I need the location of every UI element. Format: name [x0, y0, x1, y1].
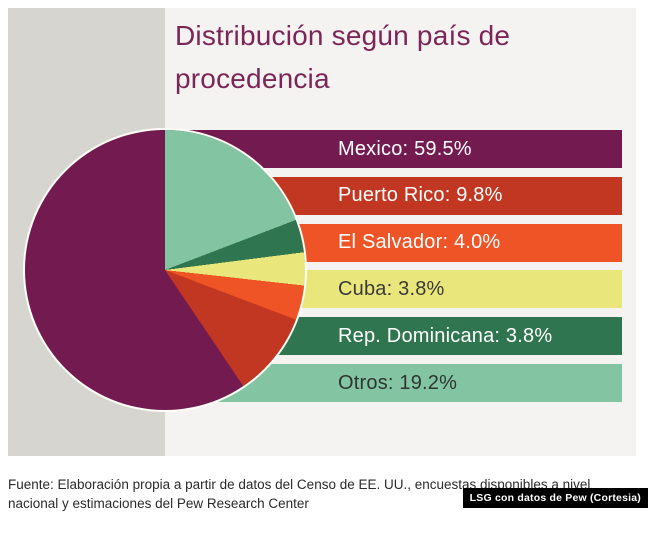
- legend-bar-label: Cuba: 3.8%: [338, 277, 445, 300]
- legend-bar-label: Puerto Rico: 9.8%: [338, 184, 503, 207]
- source-text: Fuente: Elaboración propia a partir de d…: [8, 476, 591, 511]
- legend-bar-label: Mexico: 59.5%: [338, 137, 472, 160]
- pie-chart: [25, 130, 305, 410]
- legend-bar-label: Otros: 19.2%: [338, 371, 458, 394]
- credit-badge: LSG con datos de Pew (Cortesia): [462, 488, 648, 508]
- chart-title: Distribución según país de procedencia: [175, 20, 511, 94]
- legend-bar-label: Rep. Dominicana: 3.8%: [338, 324, 553, 347]
- legend-bar-label: El Salvador: 4.0%: [338, 231, 501, 254]
